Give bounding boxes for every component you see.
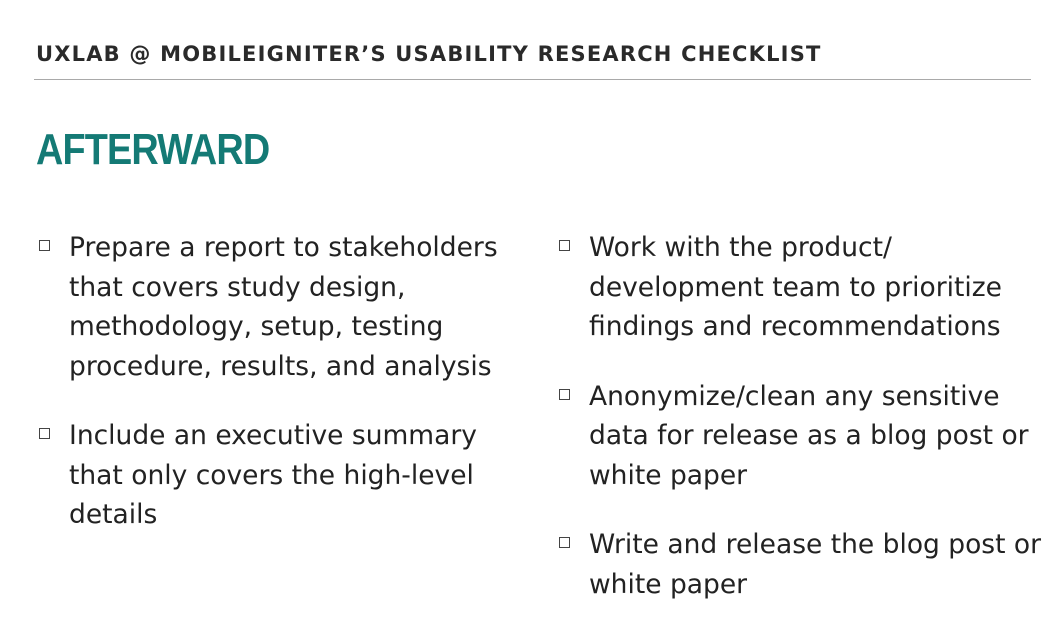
checklist-item: Include an executive summary that only c… bbox=[36, 416, 526, 535]
empty-checkbox-icon[interactable] bbox=[39, 240, 50, 251]
checklist-item-text: Prepare a report to stakeholders that co… bbox=[69, 232, 498, 382]
empty-checkbox-icon[interactable] bbox=[559, 388, 570, 400]
empty-checkbox-icon[interactable] bbox=[559, 240, 570, 251]
checklist-column-left: Prepare a report to stakeholders that co… bbox=[36, 228, 526, 565]
header-divider bbox=[34, 79, 1031, 80]
empty-checkbox-icon[interactable] bbox=[559, 537, 570, 548]
empty-checkbox-icon[interactable] bbox=[39, 428, 50, 439]
checklist-item: Work with the product/ development team … bbox=[556, 228, 1051, 347]
checklist-header: UXLAB @ MOBILEIGNITER’S USABILITY RESEAR… bbox=[36, 42, 822, 66]
checklist-item-text: Anonymize/clean any sensitive data for r… bbox=[589, 380, 1029, 491]
checklist-item: Write and release the blog post or white… bbox=[556, 525, 1051, 604]
checklist-item-text: Write and release the blog post or white… bbox=[589, 529, 1042, 600]
checklist-item-text: Include an executive summary that only c… bbox=[69, 420, 477, 530]
checklist-column-right: Work with the product/ development team … bbox=[556, 228, 1051, 634]
checklist-item: Anonymize/clean any sensitive data for r… bbox=[556, 377, 1051, 496]
checklist-item: Prepare a report to stakeholders that co… bbox=[36, 228, 526, 386]
checklist-item-text: Work with the product/ development team … bbox=[589, 232, 1002, 342]
section-title: AFTERWARD bbox=[36, 125, 270, 174]
